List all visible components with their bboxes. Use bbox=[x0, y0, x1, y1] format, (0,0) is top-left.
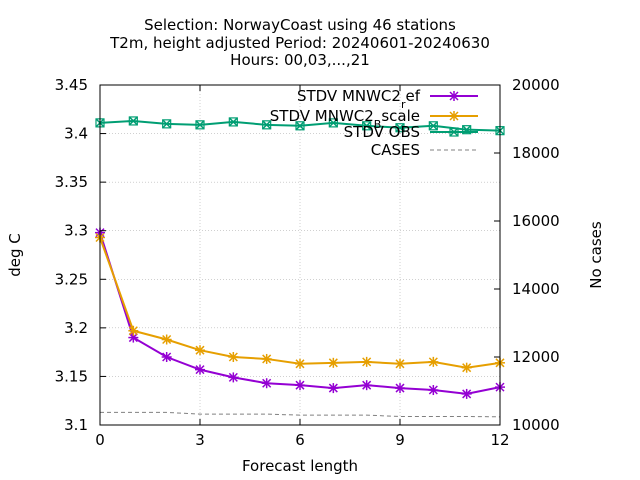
data-point bbox=[395, 123, 405, 133]
x-axis-label: Forecast length bbox=[242, 457, 358, 475]
y-tick-label: 3.35 bbox=[55, 173, 88, 191]
legend-label: STDV MNWC2ref bbox=[297, 87, 421, 111]
data-point bbox=[162, 119, 172, 129]
data-point bbox=[395, 383, 405, 394]
series-0 bbox=[95, 227, 505, 399]
data-point bbox=[295, 121, 305, 131]
data-point bbox=[295, 358, 305, 369]
data-point bbox=[449, 111, 459, 121]
data-point bbox=[328, 383, 339, 394]
y2-tick-label: 16000 bbox=[512, 212, 560, 230]
data-point bbox=[395, 358, 405, 369]
legend-label: STDV MNWC2Bscale bbox=[270, 107, 420, 131]
x-tick-label: 9 bbox=[395, 431, 405, 449]
x-tick-label: 3 bbox=[195, 431, 205, 449]
series-1 bbox=[95, 232, 505, 373]
data-point bbox=[428, 356, 439, 367]
y2-tick-label: 14000 bbox=[512, 280, 560, 298]
y-tick-label: 3.25 bbox=[55, 270, 88, 288]
data-point bbox=[461, 362, 472, 373]
data-point bbox=[449, 127, 459, 137]
y-tick-label: 3.2 bbox=[64, 319, 88, 337]
data-point bbox=[361, 356, 372, 367]
data-point bbox=[228, 352, 239, 362]
data-point bbox=[161, 352, 172, 362]
series-line bbox=[100, 411, 501, 418]
data-point bbox=[195, 364, 205, 375]
series-layer bbox=[95, 116, 505, 399]
data-point bbox=[449, 91, 459, 101]
x-tick-label: 6 bbox=[295, 431, 305, 449]
y2-tick-label: 20000 bbox=[512, 76, 560, 94]
data-point bbox=[428, 385, 439, 396]
y-tick-label: 3.45 bbox=[55, 76, 88, 94]
x-tick-label: 12 bbox=[490, 431, 509, 449]
data-point bbox=[262, 120, 272, 130]
data-point bbox=[361, 380, 372, 391]
series-3 bbox=[100, 411, 501, 418]
title-line-2: T2m, height adjusted Period: 20240601-20… bbox=[109, 34, 490, 52]
data-point bbox=[362, 121, 372, 131]
chart-title: Selection: NorwayCoast using 46 stations… bbox=[109, 16, 490, 69]
legend-item: STDV MNWC2Bscale bbox=[270, 107, 478, 131]
data-point bbox=[261, 378, 272, 389]
data-point bbox=[128, 325, 139, 336]
y2-tick-label: 12000 bbox=[512, 348, 560, 366]
x-tick-label: 0 bbox=[95, 431, 105, 449]
axis-ticks: 0 3 6 9 12 3.1 3.15 3.2 3.25 3.3 3.35 3.4 3.45 10000 1… bbox=[55, 76, 560, 449]
y2-axis-label: No cases bbox=[587, 221, 605, 289]
data-point bbox=[328, 357, 339, 368]
data-point bbox=[428, 121, 438, 131]
legend-label: CASES bbox=[371, 141, 420, 159]
y-tick-label: 3.3 bbox=[64, 222, 88, 240]
data-point bbox=[195, 120, 205, 130]
title-line-1: Selection: NorwayCoast using 46 stations bbox=[144, 16, 456, 34]
title-line-3: Hours: 00,03,...,21 bbox=[230, 51, 370, 69]
y-tick-label: 3.1 bbox=[64, 416, 88, 434]
data-point bbox=[161, 334, 172, 345]
y-tick-label: 3.15 bbox=[55, 367, 88, 385]
y-tick-label: 3.4 bbox=[64, 125, 88, 143]
series-line bbox=[99, 237, 501, 369]
data-point bbox=[261, 353, 272, 364]
data-point bbox=[295, 380, 305, 391]
data-point bbox=[228, 117, 238, 127]
y-axis-label: deg C bbox=[6, 233, 24, 277]
legend-item: CASES bbox=[371, 141, 478, 159]
data-point bbox=[128, 116, 138, 126]
legend-item: STDV OBS bbox=[344, 123, 478, 141]
y2-tick-label: 10000 bbox=[512, 416, 560, 434]
legend-label: STDV OBS bbox=[344, 123, 420, 141]
cases-series bbox=[100, 411, 501, 418]
legend-item: STDV MNWC2ref bbox=[297, 87, 478, 111]
data-point bbox=[328, 118, 338, 128]
y2-tick-label: 18000 bbox=[512, 144, 560, 162]
data-point bbox=[461, 388, 472, 399]
data-point bbox=[195, 345, 205, 356]
grid bbox=[100, 85, 500, 425]
data-point bbox=[228, 372, 239, 383]
